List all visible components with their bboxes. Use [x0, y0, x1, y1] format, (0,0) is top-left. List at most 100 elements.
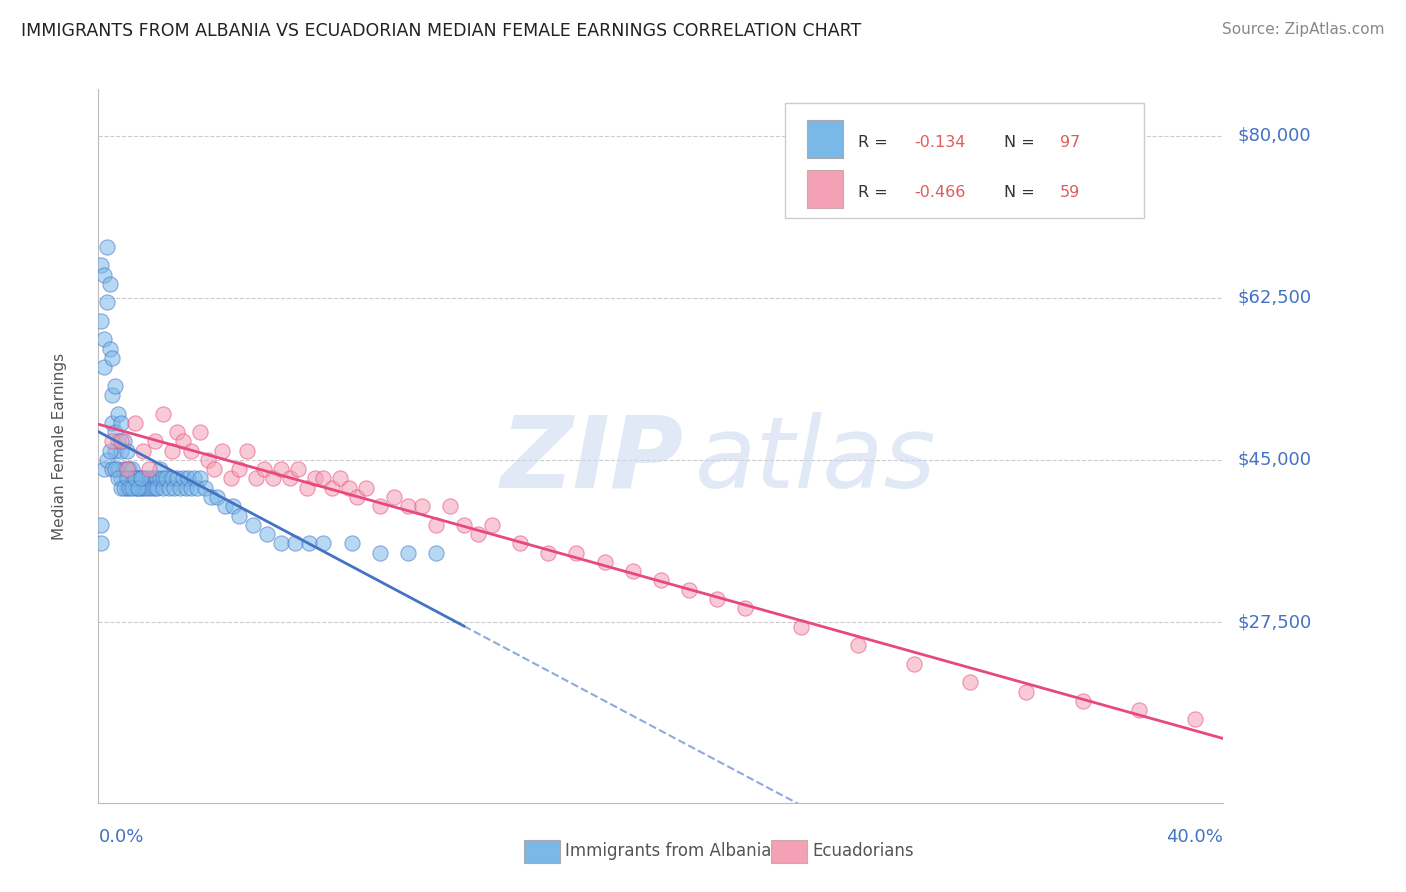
Point	[115, 462, 138, 476]
Text: 97: 97	[1060, 135, 1080, 150]
Point	[143, 471, 166, 485]
Point	[101, 388, 124, 402]
Point	[98, 277, 121, 291]
Point	[135, 481, 157, 495]
Point	[110, 434, 132, 449]
Text: -0.466: -0.466	[914, 185, 966, 200]
Point	[107, 471, 129, 485]
Point	[1128, 703, 1150, 717]
Point	[143, 481, 166, 495]
Text: R =: R =	[858, 135, 887, 150]
Point	[104, 378, 127, 392]
Text: ZIP: ZIP	[501, 412, 683, 508]
Point	[104, 443, 127, 458]
Point	[115, 471, 138, 485]
Point	[93, 333, 115, 347]
Point	[959, 675, 981, 690]
Text: N =: N =	[1004, 135, 1035, 150]
Point	[278, 471, 301, 485]
Point	[180, 443, 202, 458]
Point	[118, 462, 141, 476]
Point	[110, 471, 132, 485]
Point	[90, 314, 112, 328]
Point	[1015, 684, 1038, 698]
Point	[104, 425, 127, 439]
Point	[107, 407, 129, 421]
FancyBboxPatch shape	[785, 103, 1144, 218]
Point	[211, 443, 233, 458]
Point	[411, 500, 433, 514]
Text: 59: 59	[1060, 185, 1080, 200]
Point	[124, 481, 146, 495]
Point	[790, 620, 813, 634]
FancyBboxPatch shape	[523, 840, 560, 863]
Point	[121, 471, 143, 485]
Point	[481, 517, 503, 532]
Point	[93, 268, 115, 282]
Text: 0.0%: 0.0%	[98, 828, 143, 846]
Point	[439, 500, 461, 514]
Point	[321, 481, 343, 495]
Point	[143, 434, 166, 449]
Point	[93, 462, 115, 476]
Point	[304, 471, 326, 485]
Point	[565, 545, 588, 559]
Point	[107, 434, 129, 449]
Point	[127, 481, 149, 495]
Point	[453, 517, 475, 532]
Point	[382, 490, 405, 504]
Point	[124, 471, 146, 485]
Point	[312, 471, 335, 485]
Point	[98, 443, 121, 458]
Point	[205, 490, 228, 504]
Point	[270, 536, 292, 550]
Text: $27,500: $27,500	[1237, 613, 1312, 631]
Point	[110, 443, 132, 458]
Point	[129, 471, 152, 485]
Point	[202, 462, 225, 476]
Point	[101, 351, 124, 365]
Point	[132, 471, 155, 485]
Point	[112, 481, 135, 495]
Point	[368, 500, 391, 514]
Text: Ecuadorians: Ecuadorians	[813, 842, 914, 860]
Point	[160, 443, 183, 458]
Point	[593, 555, 616, 569]
Point	[368, 545, 391, 559]
Point	[115, 462, 138, 476]
Point	[115, 481, 138, 495]
Text: -0.134: -0.134	[914, 135, 966, 150]
Point	[1184, 712, 1206, 726]
Text: $45,000: $45,000	[1237, 450, 1312, 469]
Point	[160, 471, 183, 485]
Point	[678, 582, 700, 597]
Text: Immigrants from Albania: Immigrants from Albania	[565, 842, 772, 860]
Point	[194, 481, 217, 495]
Point	[155, 471, 177, 485]
Point	[129, 471, 152, 485]
Point	[110, 481, 132, 495]
Point	[132, 481, 155, 495]
Point	[329, 471, 352, 485]
Point	[141, 481, 163, 495]
Point	[163, 481, 186, 495]
Point	[174, 481, 197, 495]
Point	[112, 434, 135, 449]
Point	[146, 481, 169, 495]
Point	[96, 295, 118, 310]
Text: atlas: atlas	[695, 412, 936, 508]
Point	[284, 536, 307, 550]
FancyBboxPatch shape	[807, 169, 844, 208]
Point	[214, 500, 236, 514]
Point	[152, 407, 174, 421]
Point	[188, 425, 211, 439]
Point	[166, 425, 188, 439]
Point	[152, 471, 174, 485]
Point	[180, 481, 202, 495]
Point	[138, 481, 160, 495]
Point	[200, 490, 222, 504]
Point	[104, 462, 127, 476]
Point	[177, 471, 200, 485]
Point	[312, 536, 335, 550]
Point	[253, 462, 276, 476]
